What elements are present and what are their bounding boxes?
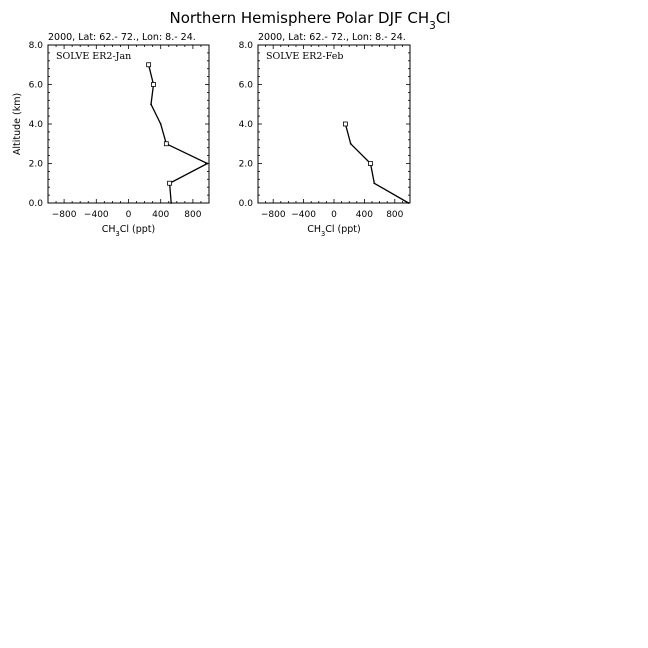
y-tick-label: 2.0 <box>239 160 254 170</box>
x-tick-label: −800 <box>52 210 77 220</box>
plot-frame <box>47 44 210 204</box>
data-point-marker <box>146 62 152 68</box>
figure-title: Northern Hemisphere Polar DJF CH3Cl <box>169 9 450 32</box>
y-tick-label: 4.0 <box>239 120 254 130</box>
data-point <box>407 202 410 204</box>
x-tick-label: 400 <box>356 210 373 220</box>
x-tick-label: 0 <box>126 210 132 220</box>
data-point <box>373 182 376 185</box>
plot-frame <box>257 44 411 204</box>
data-point <box>159 123 162 125</box>
x-tick-label: 0 <box>331 210 337 220</box>
data-point-marker <box>368 161 373 166</box>
y-tick-label: 2.0 <box>29 160 44 170</box>
x-tick-label: 800 <box>386 210 403 220</box>
y-tick-label: 6.0 <box>239 81 254 91</box>
x-tick-label: 800 <box>184 210 201 220</box>
x-tick-label: −400 <box>84 210 109 220</box>
series-line <box>344 123 409 204</box>
x-axis-label: CH3Cl (ppt) <box>307 224 361 238</box>
chart-panel-jan: −800 −400 0 400 800 0.0 2.0 4.0 6.0 8.0 2000, Lat:… <box>12 32 210 238</box>
data-point <box>150 103 152 106</box>
x-tick-label: −800 <box>261 210 286 220</box>
data-point-marker <box>167 180 172 186</box>
y-tick-label: 8.0 <box>239 41 254 51</box>
panel-subtitle: 2000, Lat: 62.- 72., Lon: 8.- 24. <box>48 32 196 43</box>
panel-label: SOLVE ER2-Jan <box>56 51 131 62</box>
y-tick-label: 0.0 <box>239 199 254 209</box>
y-tick-label: 0.0 <box>29 199 44 209</box>
data-point <box>206 162 209 165</box>
x-tick-label: −400 <box>291 210 316 220</box>
panel-label: SOLVE ER2-Feb <box>266 51 343 62</box>
data-point-marker <box>163 141 169 147</box>
data-point-marker <box>151 82 156 87</box>
x-tick-label: 400 <box>152 210 169 220</box>
data-point <box>170 202 173 204</box>
y-tick-label: 8.0 <box>29 41 44 51</box>
series-line <box>147 64 209 204</box>
x-axis-label: CH3Cl (ppt) <box>102 224 156 238</box>
data-point <box>349 142 352 145</box>
panel-subtitle: 2000, Lat: 62.- 72., Lon: 8.- 24. <box>258 32 406 43</box>
data-point-marker <box>342 121 348 127</box>
y-tick-label: 4.0 <box>29 120 44 130</box>
chart-panel-feb: −800 −400 0 400 800 0.0 2.0 4.0 6.0 8.0 2000, Lat:… <box>239 32 411 238</box>
y-axis-label: Altitude (km) <box>12 93 23 155</box>
y-tick-label: 6.0 <box>29 81 44 91</box>
